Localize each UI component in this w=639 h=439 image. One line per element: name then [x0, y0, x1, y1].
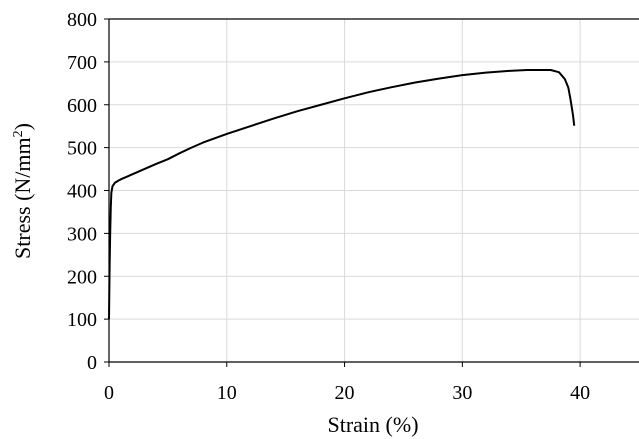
y-axis-title: Stress (N/mm2) [10, 123, 35, 259]
x-tick-label: 30 [452, 382, 472, 404]
x-tick-label: 40 [570, 382, 590, 404]
x-axis-title: Strain (%) [327, 412, 418, 437]
y-tick-label: 400 [67, 181, 97, 203]
y-tick-label: 600 [67, 95, 97, 117]
y-tick-label: 0 [87, 352, 97, 374]
y-tick-label: 300 [67, 223, 97, 245]
y-axis-title-main: Stress (N/mm [10, 137, 35, 259]
y-tick-label: 100 [67, 309, 97, 331]
y-tick-label: 200 [67, 266, 97, 288]
y-axis-title-tail: ) [10, 123, 35, 130]
stress-strain-curve [108, 69, 576, 320]
x-tick-label: 0 [104, 382, 114, 404]
y-tick-label: 800 [67, 9, 97, 31]
y-tick-label: 700 [67, 52, 97, 74]
y-axis-title-superscript: 2 [11, 130, 26, 137]
y-tick-label: 500 [67, 138, 97, 160]
x-tick-label: 10 [217, 382, 237, 404]
tick-labels: 0 100 200 300 400 500 600 700 800 0 10 20 30 40 [67, 9, 590, 404]
grid-layer [109, 18, 639, 362]
x-tick-label: 20 [335, 382, 355, 404]
